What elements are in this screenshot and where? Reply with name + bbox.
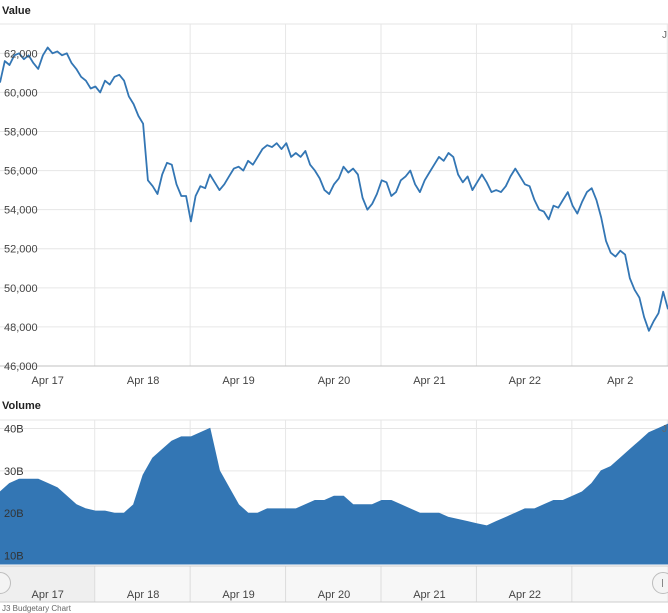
footer-text: J3 Budgetary Chart (2, 604, 71, 613)
value-y-tick-label: 46,000 (4, 361, 38, 373)
value-y-tick-label: 60,000 (4, 87, 38, 99)
value-y-tick-label: 62,000 (4, 48, 38, 60)
navigator-band (571, 566, 667, 602)
navigator-x-tick-label: Apr 21 (413, 589, 445, 601)
navigator-x-tick-label: Apr 17 (32, 589, 64, 601)
value-y-tick-label: 54,000 (4, 205, 38, 217)
value-y-tick-label: 50,000 (4, 283, 38, 295)
navigator-band (94, 566, 190, 602)
volume-y-tick-label: 30B (4, 466, 24, 478)
value-y-tick-label: 58,000 (4, 126, 38, 138)
value-panel-corner-label: J (662, 30, 667, 41)
value-panel-title: Value (2, 5, 31, 17)
value-x-tick-label: Apr 22 (509, 375, 541, 387)
volume-y-tick-label: 10B (4, 551, 24, 563)
value-x-tick-label: Apr 2 (607, 375, 633, 387)
value-y-tick-label: 48,000 (4, 322, 38, 334)
value-x-tick-label: Apr 18 (127, 375, 159, 387)
navigator-band (381, 566, 476, 602)
navigator-x-tick-label: Apr 20 (318, 589, 350, 601)
navigator-x-tick-label: Apr 18 (127, 589, 159, 601)
volume-area (0, 423, 668, 565)
value-x-tick-label: Apr 19 (222, 375, 254, 387)
value-x-tick-label: Apr 17 (32, 375, 64, 387)
value-y-tick-label: 52,000 (4, 244, 38, 256)
value-x-tick-label: Apr 21 (413, 375, 445, 387)
navigator-band (190, 566, 286, 602)
volume-y-tick-label: 20B (4, 508, 24, 520)
volume-y-tick-label: 40B (4, 423, 24, 435)
navigator-band (285, 566, 381, 602)
value-series-line (0, 46, 668, 332)
navigator-x-tick-label: Apr 22 (509, 589, 541, 601)
navigator-band (476, 566, 572, 602)
navigator-x-tick-label: Apr 19 (222, 589, 254, 601)
navigator-right-handle[interactable] (652, 572, 668, 594)
volume-panel-title: Volume (2, 400, 41, 412)
volume-panel-corner-label: J (662, 424, 667, 435)
value-x-tick-label: Apr 20 (318, 375, 350, 387)
value-y-tick-label: 56,000 (4, 166, 38, 178)
